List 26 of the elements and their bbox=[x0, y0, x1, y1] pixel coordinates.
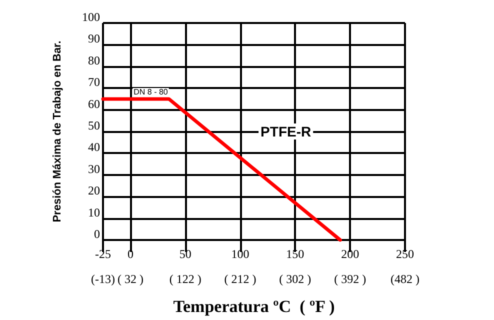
y-tick-label: 90 bbox=[88, 32, 100, 46]
x2-tick-label: ( 212 ) bbox=[224, 272, 256, 286]
y-tick-label: 60 bbox=[88, 96, 100, 111]
y-tick-label: 10 bbox=[88, 205, 100, 220]
x2-tick-label: ( 32 ) bbox=[117, 272, 144, 286]
x-tick-label: 50 bbox=[179, 247, 192, 261]
y-tick-label: 20 bbox=[88, 184, 100, 198]
x-tick-label: 100 bbox=[231, 247, 250, 261]
x-tick-label: 200 bbox=[341, 247, 360, 261]
y-tick-label: 80 bbox=[88, 53, 100, 68]
y-tick-label: 70 bbox=[88, 75, 100, 90]
x2-tick-label: ( 392 ) bbox=[334, 272, 366, 286]
x2-tick-label: (482 ) bbox=[390, 272, 420, 286]
x-tick-label: 250 bbox=[396, 247, 414, 261]
y-tick-label: 0 bbox=[94, 227, 100, 241]
x2-tick-label: (-13) bbox=[91, 272, 115, 286]
series-label: PTFE-R bbox=[260, 123, 312, 140]
annotation: DN 8 - 80 bbox=[134, 87, 168, 96]
x2-tick-label: ( 122 ) bbox=[169, 272, 202, 286]
y-axis-title: Presión Máxima de Trabajo en Bar. bbox=[52, 40, 64, 222]
y-tick-label: 30 bbox=[88, 162, 100, 176]
x2-tick-label: ( 302 ) bbox=[279, 272, 312, 286]
x-axis-title: Temperatura ºC ( ºF ) bbox=[173, 297, 335, 316]
y-tick-label: 50 bbox=[88, 118, 100, 132]
y-tick-label: 40 bbox=[88, 140, 100, 154]
y-tick-label: 100 bbox=[82, 10, 100, 24]
